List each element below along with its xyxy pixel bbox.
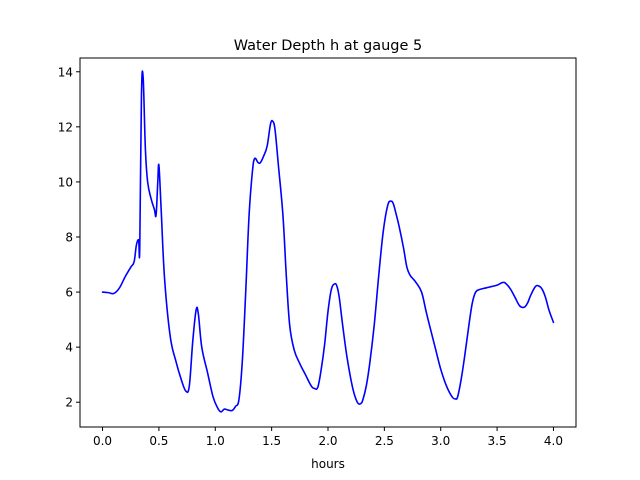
y-tick-label: 10 [58,175,73,189]
x-tick-label: 1.5 [262,434,281,448]
series-layer [101,70,555,413]
x-tick-label: 4.0 [544,434,563,448]
y-axis-ticks: 2 4 6 8 10 12 14 [58,65,80,410]
y-tick-label: 2 [65,396,73,410]
x-axis-ticks: 0.0 0.5 1.0 1.5 2.0 2.5 3.0 3.5 4.0 [93,427,563,448]
x-tick-label: 0.0 [93,434,112,448]
series-line [101,70,555,413]
x-tick-label: 2.0 [318,434,337,448]
y-tick-label: 6 [65,286,73,300]
y-tick-label: 8 [65,230,73,244]
x-tick-label: 1.0 [206,434,225,448]
x-tick-label: 2.5 [375,434,394,448]
x-tick-label: 3.0 [431,434,450,448]
x-tick-label: 3.5 [488,434,507,448]
y-tick-label: 12 [58,120,73,134]
y-tick-label: 4 [65,341,73,355]
plot-frame [79,57,577,428]
x-axis-label: hours [311,457,345,471]
x-tick-label: 0.5 [149,434,168,448]
y-tick-label: 14 [58,65,73,79]
chart-title: Water Depth h at gauge 5 [234,38,422,54]
